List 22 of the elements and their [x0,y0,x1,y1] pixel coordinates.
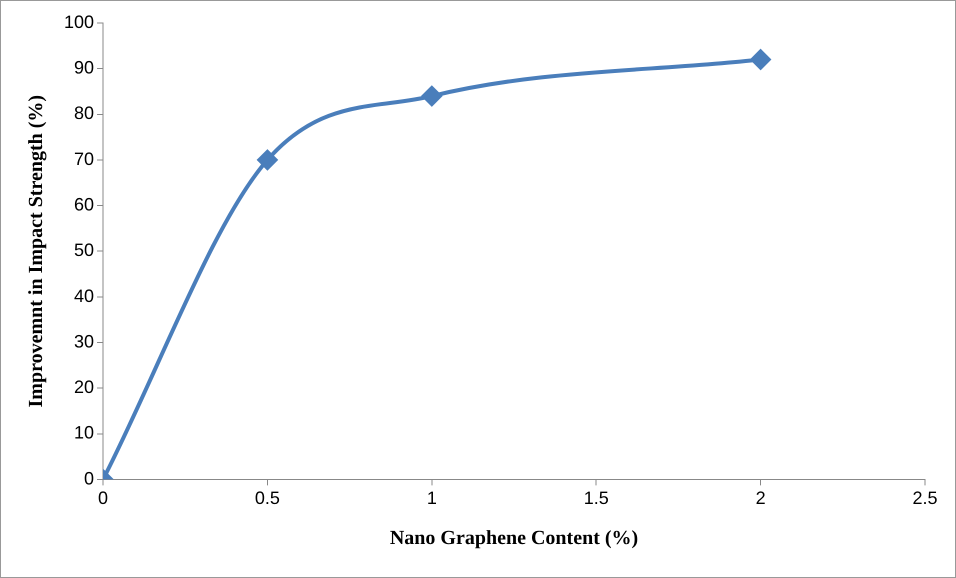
y-tick-label: 100 [64,12,94,32]
y-axis-title: Improvemnt in Impact Strength (%) [25,94,48,408]
x-tick-label: 1 [426,488,437,508]
y-tick-label: 90 [74,58,94,78]
y-tick-label: 30 [74,331,94,352]
y-tick-label: 20 [74,377,94,398]
x-tick-label: 1.5 [584,488,609,508]
y-tick-label: 50 [74,240,94,260]
x-tick-label: 2 [756,488,766,508]
y-tick-label: 80 [74,103,94,124]
point [750,50,771,70]
y-tick-label: 40 [74,286,94,306]
x-tick-label: 2.5 [912,488,938,508]
point [422,86,442,106]
y-tick-label: 60 [74,194,94,215]
x-tick-label: 0.5 [254,488,280,508]
x-axis-title: Nano Graphene Content (%) [390,527,638,550]
y-tick-label: 70 [74,148,94,169]
x-tick-label: 0 [98,488,108,508]
y-tick-label: 10 [74,422,94,443]
point [257,150,278,170]
y-tick-label: 0 [84,468,94,488]
